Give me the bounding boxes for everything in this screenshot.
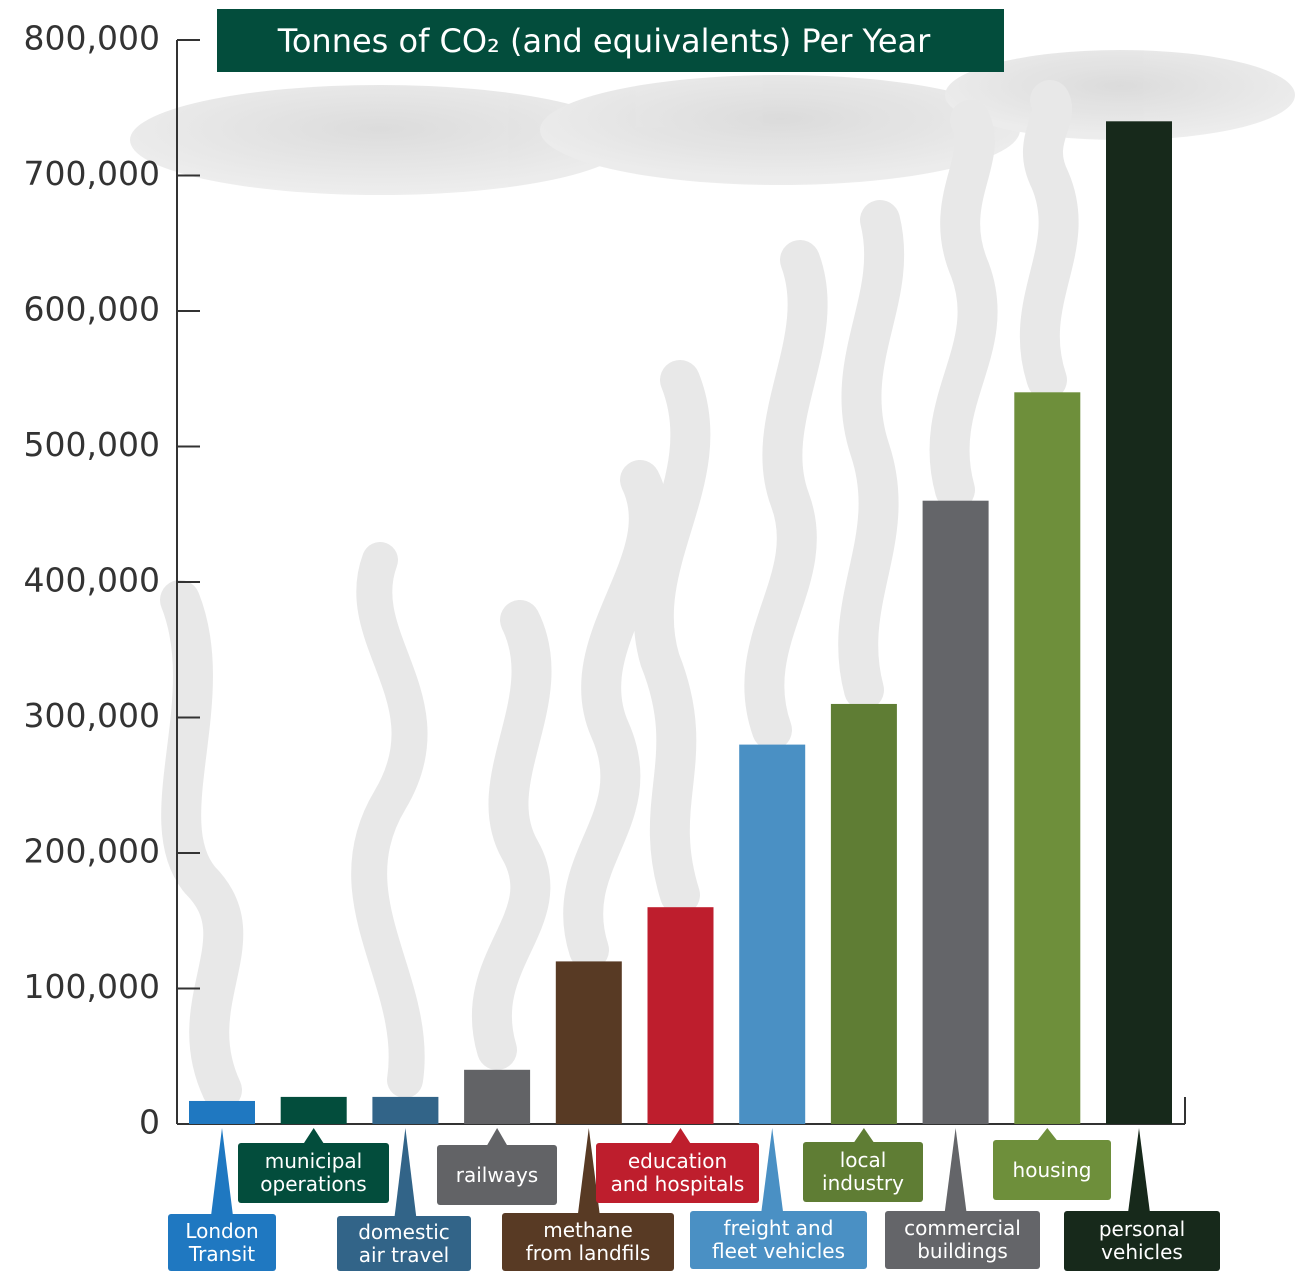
- bar: [555, 961, 622, 1124]
- title-box: [217, 9, 1004, 72]
- category-label: commercial buildings: [885, 1211, 1040, 1269]
- bar: [922, 500, 989, 1124]
- label-pointer: [394, 1128, 417, 1218]
- y-tick-label: 500,000: [24, 425, 160, 464]
- y-tick-label: 700,000: [24, 154, 160, 193]
- bar: [1014, 392, 1081, 1124]
- bar: [372, 1096, 439, 1124]
- bar: [739, 744, 806, 1124]
- category-label: London Transit: [168, 1214, 276, 1271]
- bar: [830, 703, 897, 1124]
- bar: [280, 1096, 347, 1124]
- category-label: methane from landfils: [502, 1213, 674, 1271]
- category-label: education and hospitals: [596, 1143, 759, 1203]
- category-label: local industry: [803, 1142, 923, 1202]
- label-pointer: [1036, 1128, 1059, 1142]
- label-pointer: [302, 1128, 325, 1145]
- label-pointer: [944, 1128, 967, 1213]
- label-pointer: [486, 1128, 509, 1147]
- y-tick-label: 400,000: [24, 561, 160, 600]
- category-label: housing: [993, 1140, 1111, 1200]
- label-pointer: [669, 1128, 692, 1145]
- category-label: domestic air travel: [337, 1216, 471, 1271]
- chart-title: Tonnes of CO₂ (and equivalents) Per Year: [277, 22, 931, 60]
- bar: [647, 907, 714, 1124]
- y-tick-label: 600,000: [24, 290, 160, 329]
- label-pointer: [1128, 1128, 1150, 1213]
- bar: [464, 1069, 531, 1124]
- category-label: municipal operations: [238, 1143, 389, 1203]
- label-pointer: [211, 1128, 233, 1216]
- label-pointer: [577, 1128, 600, 1215]
- category-label: railways: [437, 1145, 557, 1205]
- y-tick-label: 0: [139, 1103, 160, 1142]
- label-pointer: [852, 1128, 875, 1144]
- category-label: personal vehicles: [1064, 1211, 1220, 1271]
- y-tick-label: 200,000: [24, 832, 160, 871]
- bar: [1106, 121, 1172, 1125]
- category-label: freight and fleet vehicles: [690, 1211, 867, 1269]
- y-tick-label: 800,000: [24, 19, 160, 58]
- y-tick-label: 300,000: [24, 696, 160, 735]
- bar: [189, 1100, 255, 1124]
- smoke-decoration: [130, 50, 1295, 1110]
- label-pointer: [761, 1128, 784, 1213]
- y-tick-label: 100,000: [24, 967, 160, 1006]
